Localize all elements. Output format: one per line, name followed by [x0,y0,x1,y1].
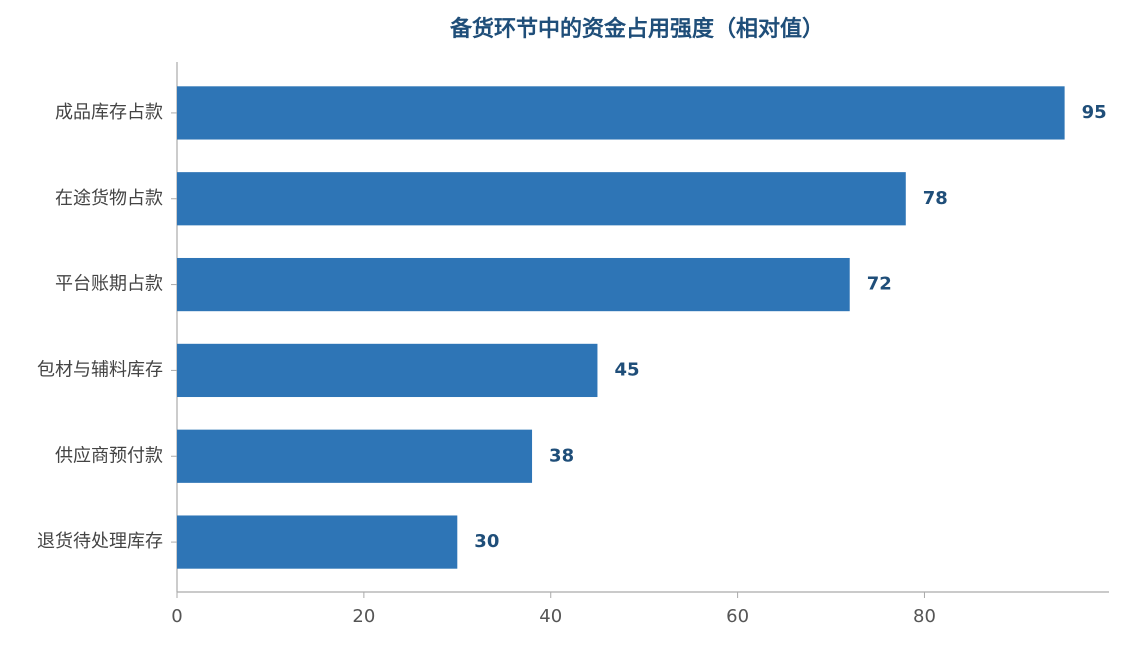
y-tick-label: 退货待处理库存 [37,531,163,552]
value-label: 38 [549,445,574,466]
x-tick-label: 60 [726,606,749,627]
value-label: 45 [614,359,639,380]
value-label: 72 [867,274,892,295]
bar [177,343,598,398]
bar [177,515,458,569]
x-tick-label: 20 [352,606,375,627]
y-tick-label: 供应商预付款 [55,445,163,466]
x-tick-label: 80 [913,606,936,627]
bar [177,172,906,226]
bar [177,86,1065,140]
y-tick-label: 包材与辅料库存 [37,359,163,380]
value-label: 30 [474,531,499,552]
value-label: 78 [923,188,948,209]
y-tick-label: 在途货物占款 [55,188,163,209]
bar [177,257,850,312]
x-tick-label: 0 [171,606,182,627]
y-tick-label: 成品库存占款 [55,102,163,123]
bar [177,429,533,483]
x-tick-label: 40 [539,606,562,627]
value-label: 95 [1082,102,1107,123]
y-tick-label: 平台账期占款 [55,274,163,295]
chart-title: 备货环节中的资金占用强度（相对值） [449,16,824,42]
